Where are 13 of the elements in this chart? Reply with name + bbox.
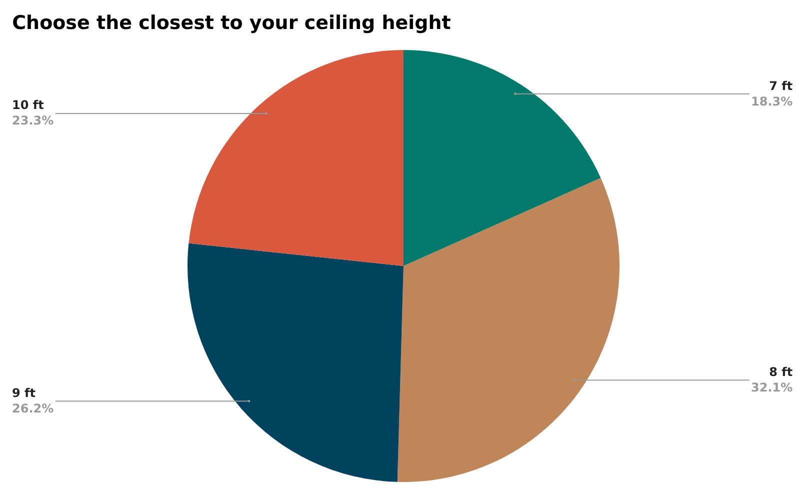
slice-label: 8 ft <box>769 365 793 379</box>
pie-slice <box>188 243 404 482</box>
pie-slice <box>397 178 620 482</box>
data-label: 18.3% <box>751 94 793 109</box>
data-label: 23.3% <box>12 114 54 128</box>
chart-title: Choose the closest to your ceiling height <box>12 12 451 34</box>
pie-slice <box>404 50 601 266</box>
slice-label: 9 ft <box>12 386 36 400</box>
slice-label: 7 ft <box>769 79 793 93</box>
pie-slice <box>188 50 404 266</box>
data-label: 32.1% <box>751 380 793 395</box>
data-label: 26.2% <box>12 402 54 416</box>
slice-label: 10 ft <box>12 98 44 112</box>
